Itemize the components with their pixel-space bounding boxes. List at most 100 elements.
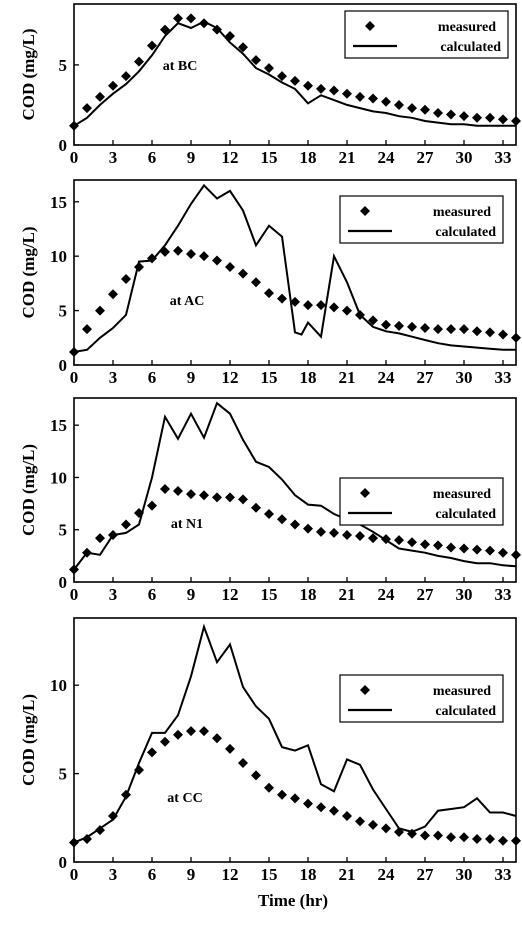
calculated-series-line <box>73 401 517 571</box>
legend-box <box>339 195 504 244</box>
measured-point <box>498 329 508 340</box>
measured-point <box>186 249 196 259</box>
x-tick-label: 12 <box>222 865 239 884</box>
measured-point <box>134 262 144 273</box>
x-tick-label: 30 <box>456 865 473 884</box>
measured-point <box>82 324 92 335</box>
measured-point <box>433 830 443 841</box>
measured-point <box>121 519 131 530</box>
measured-point <box>134 56 144 67</box>
x-tick-label: 0 <box>70 368 79 387</box>
measured-point <box>108 529 118 540</box>
x-tick-label: 15 <box>261 865 278 884</box>
x-tick-label: 9 <box>187 585 196 604</box>
measured-point <box>82 547 92 558</box>
measured-point <box>472 326 482 337</box>
measured-point <box>186 489 196 500</box>
measured-point <box>342 811 352 822</box>
y-tick-label: 0 <box>59 853 68 872</box>
measured-point <box>459 543 469 554</box>
legend-measured-marker <box>360 685 370 695</box>
measured-point <box>160 736 170 747</box>
x-tick-label: 24 <box>378 368 396 387</box>
legend-measured-label: measured <box>433 205 491 220</box>
x-tick-label: 30 <box>456 368 473 387</box>
measured-point <box>108 289 118 300</box>
measured-point <box>251 770 261 781</box>
x-tick-label: 27 <box>417 148 435 167</box>
measured-point <box>420 830 430 841</box>
x-tick-label: 18 <box>300 865 317 884</box>
x-tick-label: 6 <box>148 368 157 387</box>
legend-measured-marker <box>365 21 375 31</box>
x-tick-label: 21 <box>339 865 356 884</box>
measured-point <box>303 80 313 91</box>
measured-point <box>160 246 170 257</box>
legend-measured-marker <box>360 206 370 216</box>
x-tick-label: 30 <box>456 148 473 167</box>
measured-point <box>433 540 443 551</box>
measured-point <box>69 120 79 131</box>
measured-point <box>147 500 157 511</box>
measured-point <box>446 324 456 335</box>
measured-point <box>407 828 417 839</box>
legend-box <box>344 10 509 59</box>
measured-point <box>498 547 508 558</box>
measured-point <box>459 832 469 843</box>
measured-point <box>316 83 326 94</box>
measured-point <box>199 251 209 262</box>
y-tick-label: 15 <box>50 193 67 212</box>
measured-point <box>108 811 118 822</box>
measured-point <box>316 802 326 813</box>
panel-annotation: at N1 <box>171 517 203 532</box>
measured-point <box>212 24 222 35</box>
x-tick-label: 21 <box>339 368 356 387</box>
legend-calculated-label: calculated <box>435 507 496 522</box>
measured-point <box>420 539 430 550</box>
legend-box <box>339 477 504 526</box>
y-tick-label: 0 <box>59 573 68 592</box>
measured-point <box>251 277 261 288</box>
measured-point <box>446 109 456 120</box>
measured-point <box>368 315 378 326</box>
measured-point <box>173 245 183 256</box>
measured-point <box>485 327 495 338</box>
x-tick-label: 6 <box>148 865 157 884</box>
x-tick-label: 12 <box>222 585 239 604</box>
measured-point <box>225 262 235 273</box>
y-axis-title: COD (mg/L) <box>19 28 38 120</box>
measured-point <box>342 305 352 316</box>
measured-point <box>329 805 339 816</box>
y-tick-label: 5 <box>59 521 68 540</box>
measured-point <box>355 91 365 102</box>
x-tick-label: 33 <box>495 148 512 167</box>
measured-point <box>368 93 378 104</box>
measured-point <box>381 319 391 330</box>
measured-point <box>160 24 170 35</box>
x-tick-label: 12 <box>222 148 239 167</box>
x-tick-label: 27 <box>417 368 435 387</box>
measured-point <box>95 533 105 544</box>
legend-measured-marker <box>360 488 370 498</box>
measured-point <box>342 529 352 540</box>
x-tick-label: 6 <box>148 585 157 604</box>
measured-point <box>225 31 235 42</box>
x-tick-label: 24 <box>378 148 396 167</box>
measured-point <box>121 274 131 285</box>
measured-point <box>69 564 79 575</box>
measured-point <box>199 726 209 737</box>
x-tick-label: 12 <box>222 368 239 387</box>
measured-point <box>290 519 300 530</box>
measured-point <box>238 757 248 768</box>
measured-point <box>472 834 482 845</box>
x-tick-label: 3 <box>109 148 118 167</box>
y-tick-label: 0 <box>59 356 68 375</box>
x-tick-label: 3 <box>109 585 118 604</box>
measured-point <box>446 832 456 843</box>
x-tick-label: 0 <box>70 148 79 167</box>
x-tick-label: 21 <box>339 148 356 167</box>
measured-point <box>342 88 352 99</box>
measured-point <box>238 268 248 279</box>
x-tick-label: 33 <box>495 865 512 884</box>
measured-point <box>485 545 495 556</box>
